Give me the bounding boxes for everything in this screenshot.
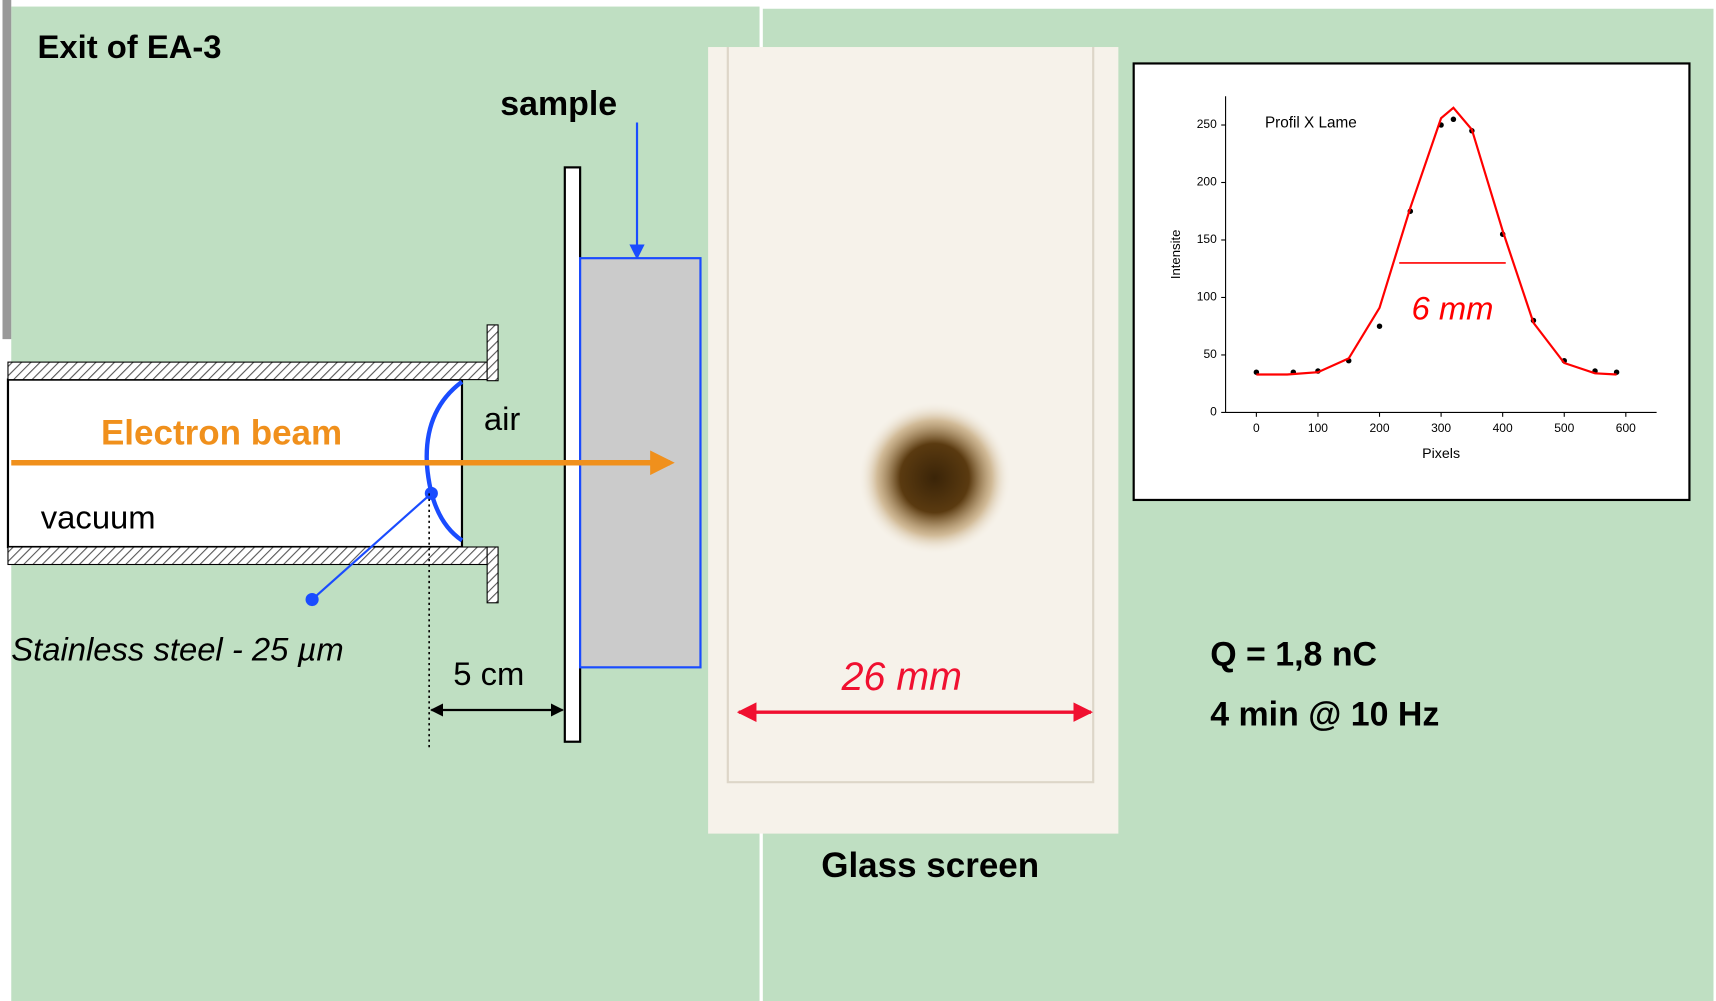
x-tick-label: 200 [1369, 421, 1389, 435]
tube-wall [8, 547, 487, 565]
x-tick-label: 0 [1253, 421, 1260, 435]
air-label: air [484, 400, 521, 437]
x-tick-label: 100 [1308, 421, 1328, 435]
inset-frame [1134, 63, 1690, 500]
x-tick-label: 300 [1431, 421, 1451, 435]
tube-wall [8, 362, 487, 380]
y-tick-label: 250 [1197, 117, 1217, 131]
distance-label: 5 cm [453, 655, 524, 692]
window-label: Stainless steel - 25 µm [11, 631, 343, 668]
y-tick-label: 0 [1210, 405, 1217, 419]
title: Exit of EA-3 [38, 28, 222, 65]
y-tick-label: 50 [1203, 347, 1217, 361]
plate [565, 167, 580, 741]
flange [487, 325, 498, 381]
leader-dot [425, 487, 438, 500]
y-tick-label: 150 [1197, 232, 1217, 246]
flange [487, 547, 498, 603]
annotation: 6 mm [1411, 289, 1493, 326]
y-tick-label: 100 [1197, 290, 1217, 304]
spot [858, 401, 1011, 554]
condition: Q = 1,8 nC [1210, 635, 1377, 673]
leader-dot [306, 593, 319, 606]
x-tick-label: 400 [1493, 421, 1513, 435]
slide: Exit of EA-3 sample Electron beam vacuum… [0, 0, 1716, 1001]
sample-label: sample [500, 85, 617, 123]
caption: Glass screen [821, 846, 1039, 885]
y-axis-label: Intensite [1168, 230, 1183, 280]
x-tick-label: 600 [1616, 421, 1636, 435]
x-axis-label: Pixels [1422, 446, 1460, 462]
data-point [1451, 117, 1456, 122]
y-tick-label: 200 [1197, 175, 1217, 189]
width-label: 26 mm [841, 655, 962, 699]
chart-title: Profil X Lame [1265, 115, 1357, 132]
condition: 4 min @ 10 Hz [1210, 696, 1439, 734]
x-tick-label: 500 [1554, 421, 1574, 435]
data-point [1377, 323, 1382, 328]
vacuum-label: vacuum [41, 498, 156, 535]
edge [3, 0, 12, 339]
beam-label: Electron beam [101, 414, 342, 453]
